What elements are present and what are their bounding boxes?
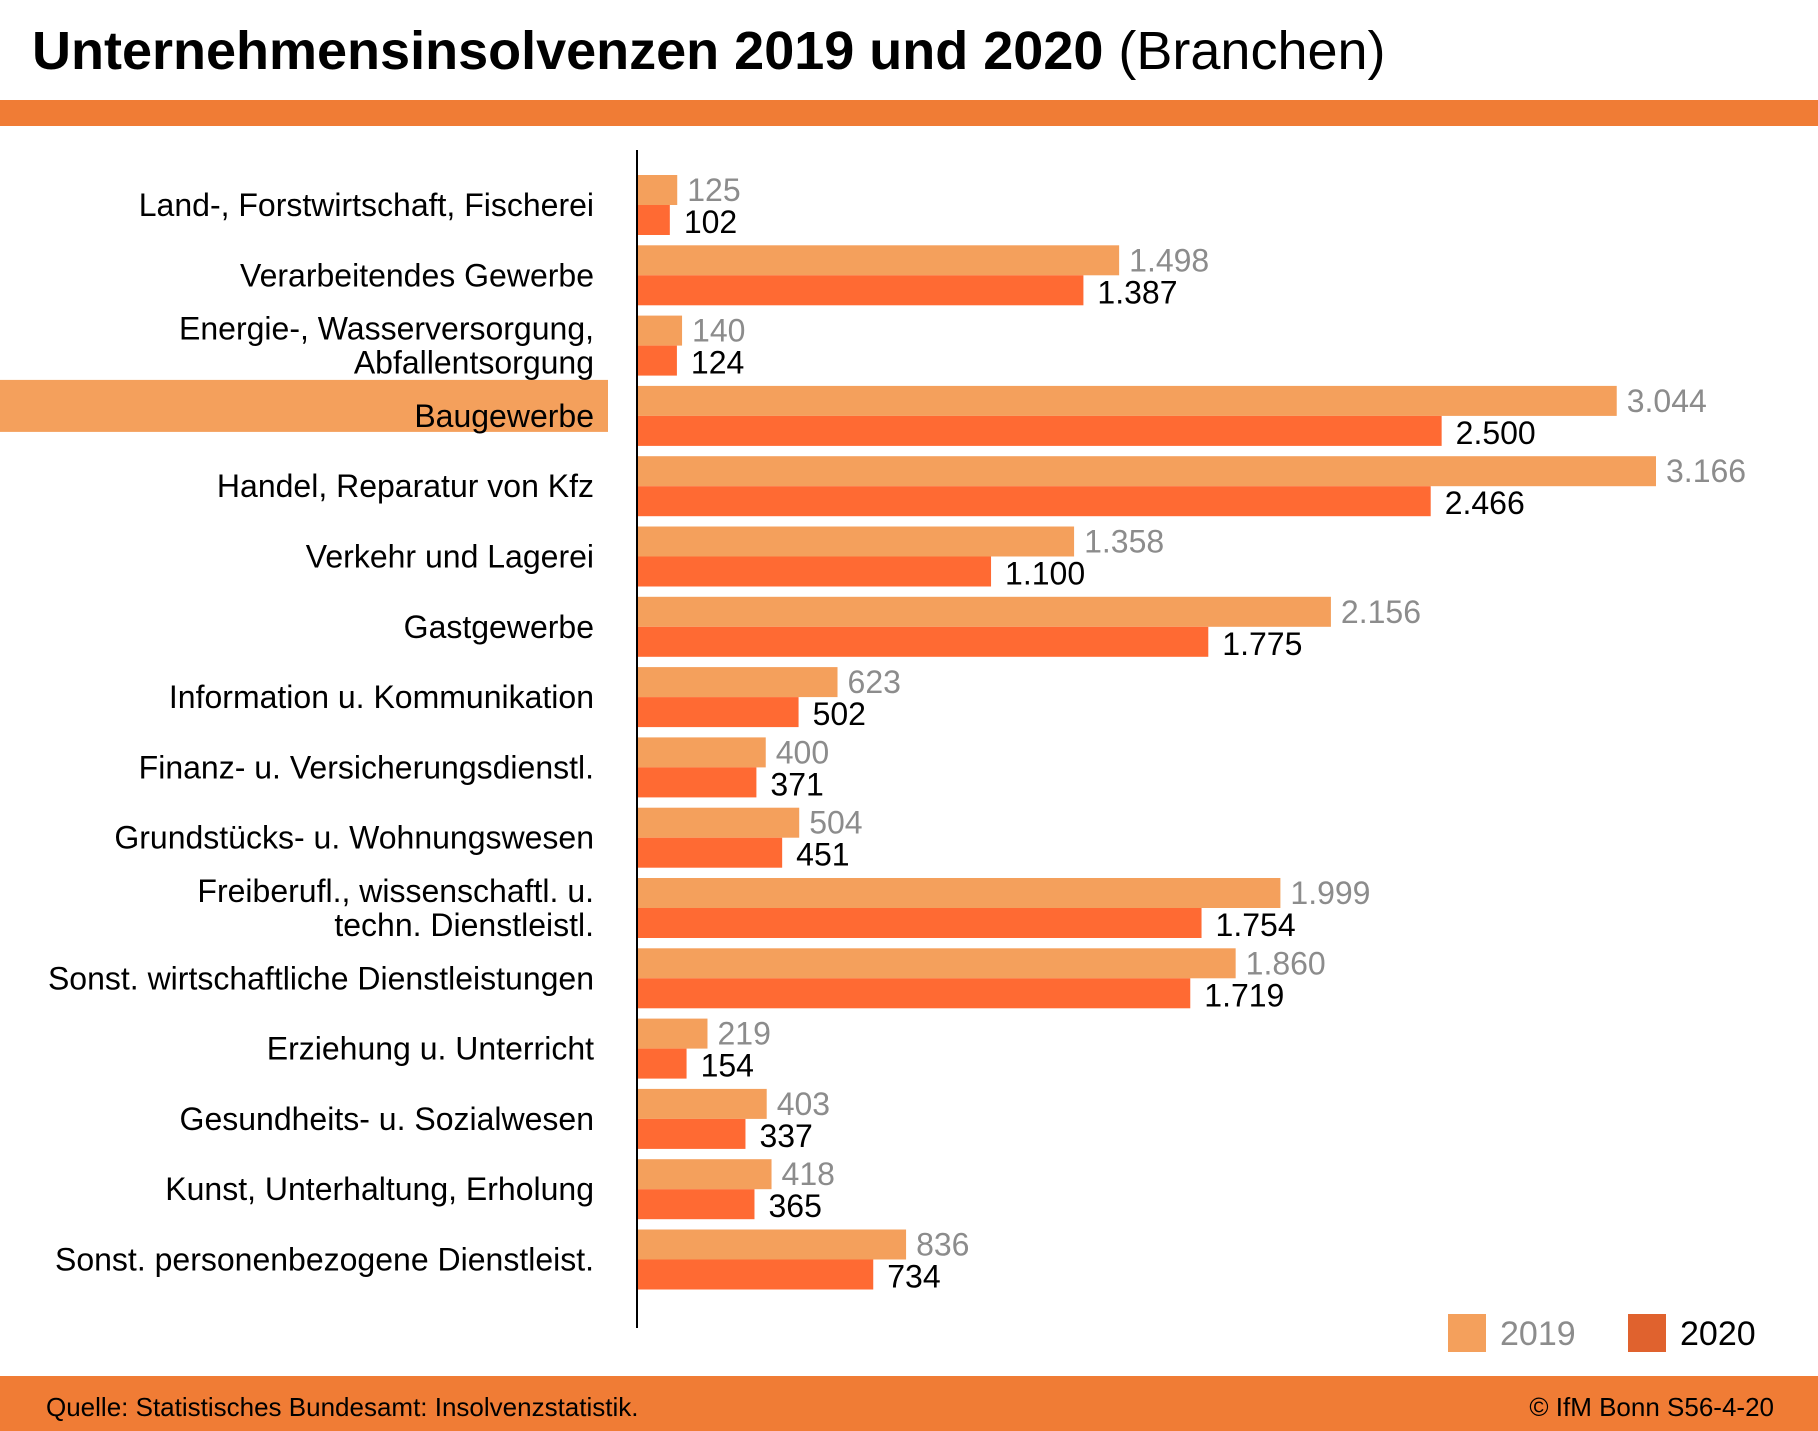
bar-2019: [637, 1088, 767, 1119]
category-label: Sonst. wirtschaftliche Dienstleistungen: [48, 960, 594, 996]
category-label: techn. Dienstleistl.: [334, 907, 594, 943]
bar-2019: [637, 1159, 772, 1190]
value-label-2020: 1.100: [1005, 556, 1085, 592]
header-accent-bar: [0, 100, 1818, 126]
value-label-2020: 154: [701, 1048, 754, 1084]
value-label-2019: 403: [777, 1086, 830, 1122]
legend-swatch-2019: [1448, 1314, 1486, 1352]
value-label-2019: 1.860: [1246, 945, 1326, 981]
category-label: Baugewerbe: [414, 398, 594, 434]
bar-2019: [637, 596, 1331, 627]
footer-bar: [0, 1376, 1818, 1431]
value-label-2020: 2.500: [1456, 415, 1536, 451]
category-label: Gastgewerbe: [404, 609, 594, 645]
chart-title: Unternehmensinsolvenzen 2019 und 2020 (B…: [32, 20, 1386, 82]
value-label-2020: 1.775: [1222, 626, 1302, 662]
bar-2020: [637, 978, 1191, 1009]
bar-2019: [637, 456, 1656, 487]
value-label-2020: 1.387: [1097, 274, 1177, 310]
bar-2020: [637, 1189, 755, 1220]
category-label: Grundstücks- u. Wohnungswesen: [114, 820, 594, 856]
bar-2020: [637, 837, 783, 868]
category-label: Kunst, Unterhaltung, Erholung: [165, 1171, 594, 1207]
value-label-2020: 124: [691, 345, 744, 381]
legend-swatch-2020: [1628, 1314, 1666, 1352]
legend-label-2020: 2020: [1680, 1315, 1756, 1353]
bar-2019: [637, 667, 838, 698]
value-label-2019: 3.166: [1666, 453, 1746, 489]
category-label: Energie-, Wasserversorgung,: [179, 311, 594, 347]
bar-2020: [637, 1048, 687, 1079]
value-label-2020: 337: [759, 1118, 812, 1154]
value-label-2019: 504: [809, 805, 862, 841]
value-label-2020: 2.466: [1445, 485, 1525, 521]
bar-2020: [637, 626, 1209, 657]
bar-2020: [637, 697, 799, 728]
value-label-2019: 219: [717, 1016, 770, 1052]
category-label: Information u. Kommunikation: [169, 679, 594, 715]
value-label-2019: 3.044: [1627, 383, 1707, 419]
category-label: Sonst. personenbezogene Dienstleist.: [55, 1242, 594, 1278]
bar-2020: [637, 1118, 746, 1149]
bar-2019: [637, 737, 766, 768]
value-label-2019: 400: [776, 734, 829, 770]
value-label-2020: 502: [813, 696, 866, 732]
value-label-2019: 623: [848, 664, 901, 700]
bar-2020: [637, 205, 670, 235]
value-label-2019: 1.358: [1084, 524, 1164, 560]
bar-2019: [637, 175, 678, 205]
bar-2019: [637, 807, 800, 838]
value-label-2019: 418: [782, 1156, 835, 1192]
footer-credit: © IfM Bonn S56-4-20: [1529, 1392, 1774, 1422]
bar-2019: [637, 245, 1120, 276]
bar-2020: [637, 415, 1442, 446]
bar-2020: [637, 486, 1431, 517]
bar-2019: [637, 948, 1236, 979]
category-label: Freiberufl., wissenschaftl. u.: [197, 873, 594, 909]
category-label: Handel, Reparatur von Kfz: [217, 468, 594, 504]
category-label: Land-, Forstwirtschaft, Fischerei: [139, 187, 594, 223]
category-label: Verarbeitendes Gewerbe: [240, 257, 594, 293]
value-label-2019: 2.156: [1341, 594, 1421, 630]
bar-2020: [637, 556, 992, 587]
value-label-2020: 451: [796, 837, 849, 873]
category-label: Gesundheits- u. Sozialwesen: [180, 1101, 594, 1137]
category-label: Verkehr und Lagerei: [306, 539, 594, 575]
value-label-2019: 836: [916, 1227, 969, 1263]
value-label-2020: 1.754: [1216, 907, 1296, 943]
chart-title-suffix: (Branchen): [1103, 21, 1386, 81]
bar-2020: [637, 275, 1084, 306]
bar-2019: [637, 1018, 708, 1049]
bar-2020: [637, 345, 677, 376]
bar-2019: [637, 878, 1281, 908]
value-label-2019: 125: [687, 172, 740, 208]
bar-2020: [637, 908, 1202, 938]
bar-2019: [637, 315, 683, 346]
value-label-2019: 1.498: [1129, 242, 1209, 278]
value-label-2020: 102: [684, 204, 737, 240]
bar-2019: [637, 526, 1075, 557]
bar-2020: [637, 1259, 874, 1290]
category-label: Abfallentsorgung: [354, 345, 594, 381]
value-label-2019: 140: [692, 313, 745, 349]
bar-2019: [637, 385, 1617, 416]
value-label-2020: 734: [887, 1259, 940, 1295]
value-label-2020: 371: [770, 766, 823, 802]
value-label-2020: 1.719: [1204, 977, 1284, 1013]
value-label-2019: 1.999: [1290, 875, 1370, 911]
footer-source: Quelle: Statistisches Bundesamt: Insolve…: [46, 1392, 639, 1422]
category-highlight: [0, 379, 608, 432]
bar-2020: [637, 767, 757, 798]
chart-title-main: Unternehmensinsolvenzen 2019 und 2020: [32, 21, 1104, 81]
legend-label-2019: 2019: [1500, 1315, 1576, 1353]
category-label: Finanz- u. Versicherungsdienstl.: [139, 749, 594, 785]
category-label: Erziehung u. Unterricht: [267, 1031, 594, 1067]
value-label-2020: 365: [768, 1188, 821, 1224]
bar-2019: [637, 1229, 907, 1260]
